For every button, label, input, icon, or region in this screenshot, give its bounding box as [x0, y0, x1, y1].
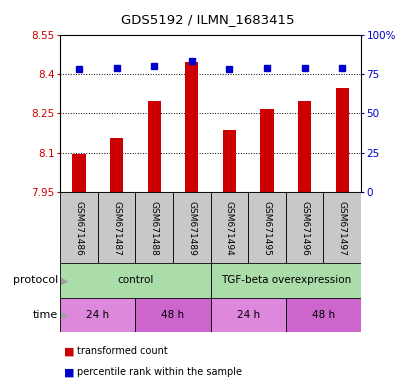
Text: GSM671488: GSM671488: [150, 200, 159, 255]
Text: 48 h: 48 h: [312, 310, 335, 320]
Text: percentile rank within the sample: percentile rank within the sample: [77, 367, 242, 377]
Text: control: control: [117, 275, 154, 285]
Bar: [60, 263, 211, 298]
Bar: [173, 192, 210, 263]
Text: transformed count: transformed count: [77, 346, 168, 356]
Text: GSM671495: GSM671495: [263, 200, 271, 255]
Text: ▶: ▶: [61, 275, 68, 285]
Text: time: time: [33, 310, 58, 320]
Text: 48 h: 48 h: [161, 310, 185, 320]
Bar: [135, 192, 173, 263]
Bar: [211, 298, 286, 332]
Text: GSM671496: GSM671496: [300, 200, 309, 255]
Bar: [248, 192, 286, 263]
Bar: [72, 154, 85, 192]
Bar: [148, 101, 161, 192]
Text: GSM671497: GSM671497: [338, 200, 347, 255]
Bar: [185, 62, 198, 192]
Bar: [60, 298, 135, 332]
Bar: [298, 101, 311, 192]
Text: 24 h: 24 h: [86, 310, 109, 320]
Bar: [211, 263, 361, 298]
Bar: [135, 298, 210, 332]
Text: TGF-beta overexpression: TGF-beta overexpression: [221, 275, 351, 285]
Bar: [223, 130, 236, 192]
Bar: [286, 298, 361, 332]
Text: GSM671489: GSM671489: [187, 200, 196, 255]
Bar: [211, 192, 248, 263]
Text: ▶: ▶: [61, 310, 68, 320]
Text: GDS5192 / ILMN_1683415: GDS5192 / ILMN_1683415: [121, 13, 294, 26]
Text: protocol: protocol: [13, 275, 58, 285]
Bar: [60, 192, 98, 263]
Text: GSM671486: GSM671486: [74, 200, 83, 255]
Text: 24 h: 24 h: [237, 310, 260, 320]
Text: ■: ■: [64, 346, 75, 356]
Bar: [323, 192, 361, 263]
Text: GSM671494: GSM671494: [225, 200, 234, 255]
Bar: [261, 109, 273, 192]
Bar: [286, 192, 323, 263]
Bar: [110, 138, 123, 192]
Text: ■: ■: [64, 367, 75, 377]
Text: GSM671487: GSM671487: [112, 200, 121, 255]
Bar: [336, 88, 349, 192]
Bar: [98, 192, 135, 263]
